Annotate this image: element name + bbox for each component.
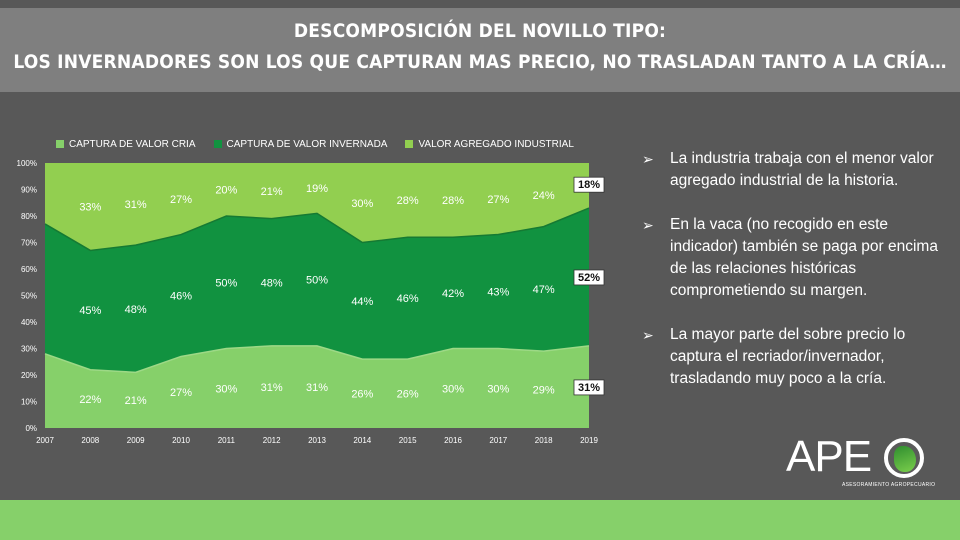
data-label: 26%: [351, 389, 373, 401]
x-tick-label: 2016: [444, 436, 462, 445]
data-label: 50%: [215, 277, 237, 289]
x-tick-label: 2018: [535, 436, 553, 445]
data-label: 27%: [170, 194, 192, 206]
data-label-box: [573, 269, 605, 286]
data-label: 24%: [533, 190, 555, 202]
data-label: 29%: [533, 385, 555, 397]
logo-circle-icon: [884, 438, 924, 478]
data-label: 30%: [351, 198, 373, 210]
x-tick-label: 2019: [580, 436, 598, 445]
logo-subtitle: ASESORAMIENTO AGROPECUARIO: [842, 482, 936, 488]
data-label: 46%: [170, 291, 192, 303]
data-label: 33%: [79, 202, 101, 214]
series-boundary-0: [44, 345, 590, 374]
chart-legend: CAPTURA DE VALOR CRIA CAPTURA DE VALOR I…: [56, 137, 574, 151]
bullet-text: La mayor parte del sobre precio lo captu…: [670, 326, 906, 387]
data-label: 27%: [170, 387, 192, 399]
data-label: 20%: [215, 185, 237, 197]
arrow-bullet-icon: ➢: [642, 327, 654, 343]
x-tick-label: 2015: [399, 436, 417, 445]
legend-swatch-cria: [56, 140, 64, 148]
legend-item-cria: CAPTURA DE VALOR CRIA: [56, 139, 196, 150]
data-label: 27%: [487, 194, 509, 206]
data-label: 22%: [79, 394, 101, 406]
data-label: 45%: [79, 305, 101, 317]
data-label: 31%: [306, 382, 328, 394]
data-label: 19%: [306, 183, 328, 195]
data-label: 52%: [578, 272, 600, 284]
x-tick-label: 2009: [127, 436, 145, 445]
y-tick-label: 40%: [21, 318, 37, 327]
data-label: 21%: [261, 186, 283, 198]
legend-label-industrial: VALOR AGREGADO INDUSTRIAL: [418, 138, 574, 150]
bullet-item: ➢ En la vaca (no recogido en este indica…: [640, 214, 940, 302]
y-tick-label: 0%: [25, 424, 37, 433]
legend-label-invernada: CAPTURA DE VALOR INVERNADA: [226, 138, 388, 150]
y-tick-label: 20%: [21, 371, 37, 380]
legend-item-industrial: VALOR AGREGADO INDUSTRIAL: [405, 138, 574, 150]
x-tick-label: 2011: [218, 436, 236, 445]
legend-swatch-invernada: [213, 140, 222, 148]
page-title: DESCOMPOSICIÓN DEL NOVILLO TIPO:: [293, 20, 667, 42]
data-label: 31%: [261, 382, 283, 394]
data-label: 46%: [397, 293, 419, 305]
data-label: 43%: [487, 287, 509, 299]
arrow-bullet-icon: ➢: [642, 217, 654, 233]
title-bar: [0, 8, 960, 92]
page-subtitle: LOS INVERNADORES SON LOS QUE CAPTURAN MA…: [13, 51, 947, 73]
bullet-text: La industria trabaja con el menor valor …: [670, 150, 934, 189]
area-series-2: [45, 163, 589, 251]
data-label: 30%: [442, 383, 464, 395]
x-tick-label: 2008: [81, 436, 99, 445]
ape-logo: APE ASESORAMIENTO AGROPECUARIO: [786, 432, 935, 492]
data-label: 31%: [125, 199, 147, 211]
y-tick-label: 10%: [21, 398, 37, 407]
bottom-bar: [0, 500, 960, 540]
area-series-0: [45, 345, 589, 428]
legend-swatch-industrial: [405, 140, 414, 148]
data-label: 28%: [442, 195, 464, 207]
legend-item-invernada: CAPTURA DE VALOR INVERNADA: [213, 138, 388, 150]
y-tick-label: 50%: [21, 292, 37, 301]
y-tick-label: 30%: [21, 345, 37, 354]
bullet-item: ➢ La mayor parte del sobre precio lo cap…: [640, 324, 940, 390]
data-label: 21%: [125, 395, 147, 407]
data-label: 30%: [487, 383, 509, 395]
x-tick-label: 2010: [172, 436, 190, 445]
bullet-list: ➢ La industria trabaja con el menor valo…: [640, 148, 940, 412]
arrow-bullet-icon: ➢: [642, 151, 654, 167]
y-tick-label: 100%: [17, 159, 37, 168]
y-tick-label: 90%: [21, 186, 37, 195]
data-label: 47%: [533, 284, 555, 296]
stacked-area-chart: 0% 10% 20% 30% 40% 50% 60% 70% 80% 90% 100% 2007 200…: [17, 159, 605, 445]
series-boundary-1: [44, 207, 590, 252]
y-tick-label: 60%: [21, 265, 37, 274]
data-label: 50%: [306, 275, 328, 287]
x-tick-label: 2007: [36, 436, 54, 445]
x-tick-label: 2012: [263, 436, 281, 445]
data-label-box: [573, 379, 605, 396]
y-tick-label: 80%: [21, 212, 37, 221]
bullet-item: ➢ La industria trabaja con el menor valo…: [640, 148, 940, 192]
data-label: 26%: [397, 389, 419, 401]
data-label: 44%: [351, 296, 373, 308]
x-tick-label: 2014: [353, 436, 371, 445]
x-tick-label: 2017: [489, 436, 507, 445]
data-label: 48%: [125, 304, 147, 316]
legend-label-cria: CAPTURA DE VALOR CRIA: [69, 138, 196, 150]
y-tick-label: 70%: [21, 239, 37, 248]
data-label: 18%: [578, 179, 600, 191]
data-label-box: [573, 176, 605, 193]
logo-text: APE: [786, 432, 872, 481]
data-label: 48%: [261, 277, 283, 289]
bullet-text: En la vaca (no recogido en este indicado…: [670, 216, 938, 299]
area-series-1: [45, 208, 589, 373]
data-label: 30%: [215, 383, 237, 395]
data-label: 42%: [442, 288, 464, 300]
x-tick-label: 2013: [308, 436, 326, 445]
data-label: 28%: [397, 195, 419, 207]
data-label: 31%: [578, 382, 600, 394]
